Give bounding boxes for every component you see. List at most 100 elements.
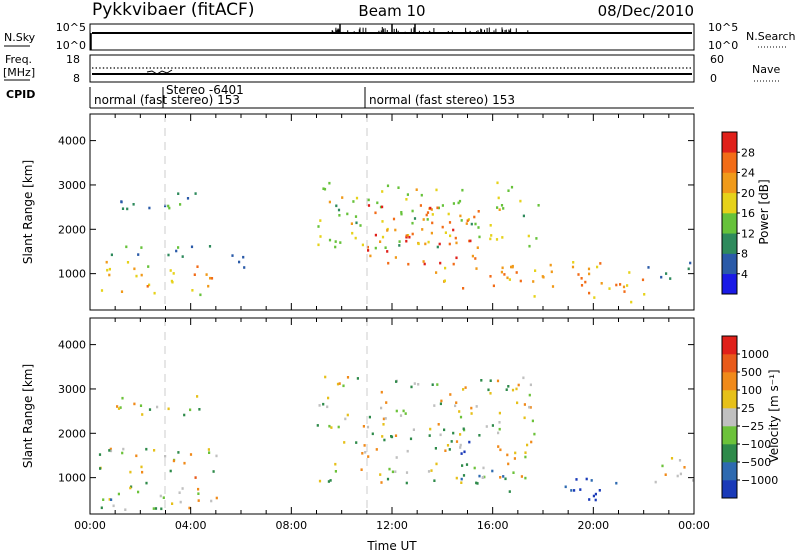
echo-cell [549, 263, 552, 267]
echo-cell [515, 271, 518, 274]
echo-cell [152, 507, 155, 510]
echo-cell [461, 188, 464, 192]
echo-cell [462, 474, 466, 477]
date-label: 08/Dec/2010 [598, 2, 694, 20]
velocity-plot-bg [90, 318, 694, 514]
echo-cell [171, 502, 174, 505]
echo-cell [449, 393, 452, 396]
echo-cell [489, 275, 492, 278]
power-colorbar: 4 8 12 16 20 24 28 [721, 131, 755, 295]
echo-cell [457, 201, 460, 205]
echo-cell [665, 272, 668, 275]
echo-cell [129, 470, 132, 474]
echo-cell [498, 411, 501, 415]
echo-cell [148, 408, 152, 411]
echo-cell [407, 262, 410, 266]
echo-cell [419, 204, 422, 207]
echo-cell [125, 245, 128, 249]
echo-cell [424, 242, 427, 246]
echo-cell [660, 275, 663, 279]
echo-cell [503, 273, 506, 276]
echo-cell [564, 485, 567, 489]
echo-cell [485, 425, 488, 428]
echo-cell [426, 218, 429, 221]
colorbar-segment [722, 426, 737, 445]
echo-cell [491, 469, 494, 473]
echo-cell [600, 282, 603, 285]
echo-cell [475, 481, 478, 485]
echo-cell [190, 245, 194, 249]
echo-cell [482, 476, 485, 479]
colorbar-segment [722, 444, 737, 463]
echo-cell [191, 289, 194, 292]
echo-cell [391, 470, 394, 474]
echo-cell [460, 219, 463, 222]
echo-cell [527, 234, 530, 238]
echo-cell [346, 212, 349, 216]
echo-cell [383, 438, 386, 442]
echo-cell [330, 426, 333, 429]
echo-cell [499, 476, 502, 479]
echo-cell [415, 188, 418, 191]
echo-cell [117, 492, 120, 496]
echo-cell [406, 234, 410, 237]
echo-cell [413, 382, 416, 385]
cpid-panel: CPID normal (fast stereo) 153 Stereo -64… [6, 83, 694, 109]
echo-cell [394, 470, 397, 473]
echo-cell [387, 261, 390, 265]
velocity-y-ticks: 1000 2000 3000 4000 [58, 339, 694, 485]
echo-cell [154, 507, 158, 510]
echo-cell [498, 421, 501, 424]
echo-cell [409, 437, 413, 441]
echo-cell [608, 287, 611, 290]
echo-cell [422, 218, 425, 221]
echo-cell [459, 446, 462, 449]
echo-cell [585, 477, 588, 481]
echo-cell [588, 291, 591, 295]
echo-cell [455, 440, 459, 443]
echo-cell [381, 190, 384, 193]
echo-cell [346, 376, 350, 379]
echo-cell [172, 459, 175, 463]
echo-cell [329, 479, 332, 482]
echo-cell [178, 491, 181, 494]
freq-tick-left-top: 18 [66, 53, 80, 66]
colorbar-tick-label: 1000 [741, 348, 769, 361]
colorbar-segment [722, 336, 737, 355]
echo-cell [641, 278, 645, 282]
echo-cell [121, 396, 124, 400]
echo-cell [382, 417, 385, 421]
echo-cell [411, 209, 414, 213]
colorbar-tick-label: 500 [741, 366, 762, 379]
echo-cell [535, 237, 538, 240]
echo-cell [478, 474, 481, 478]
echo-cell [102, 498, 105, 501]
echo-cell [379, 473, 382, 476]
echo-cell [108, 498, 111, 501]
echo-cell [371, 432, 374, 436]
echo-cell [106, 268, 109, 272]
echo-cell [461, 464, 464, 467]
echo-cell [452, 228, 455, 232]
echo-cell [388, 467, 391, 471]
echo-cell [400, 212, 403, 216]
colorbar-tick-label: 12 [741, 227, 755, 240]
echo-cell [318, 404, 321, 407]
y-tick-label: 3000 [58, 179, 86, 192]
echo-cell [615, 283, 618, 287]
echo-cell [367, 455, 370, 458]
echo-cell [529, 383, 532, 387]
echo-cell [459, 214, 462, 218]
echo-cell [412, 428, 415, 431]
echo-cell [460, 481, 463, 484]
echo-cell [446, 444, 450, 447]
echo-cell [140, 273, 143, 277]
echo-cell [520, 475, 523, 478]
echo-cell [470, 412, 473, 415]
echo-cell [380, 481, 383, 484]
echo-cell [449, 234, 452, 238]
echo-cell [447, 212, 450, 216]
echo-cell [343, 441, 346, 444]
echo-cell [375, 448, 378, 451]
